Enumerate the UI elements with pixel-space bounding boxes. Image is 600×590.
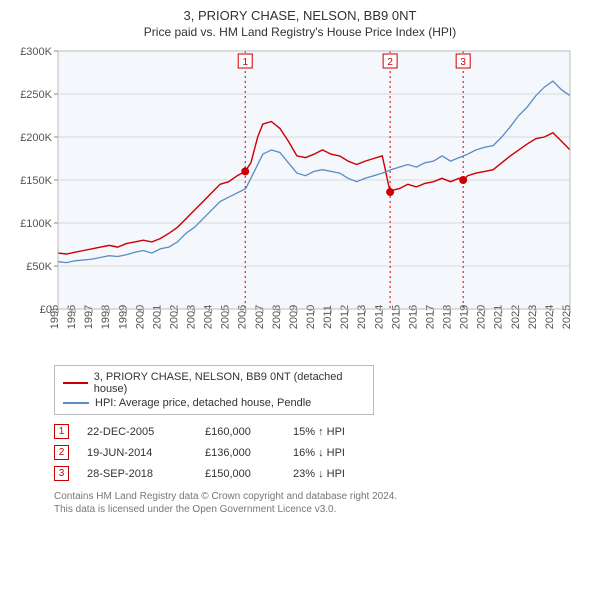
event-hpi: 15% ↑ HPI xyxy=(293,426,373,438)
event-date: 19-JUN-2014 xyxy=(87,447,187,459)
event-badge: 2 xyxy=(54,445,69,460)
svg-text:2022: 2022 xyxy=(510,305,522,329)
footer-line2: This data is licensed under the Open Gov… xyxy=(54,503,586,516)
svg-text:2007: 2007 xyxy=(254,305,266,329)
svg-text:2017: 2017 xyxy=(424,305,436,329)
svg-text:£250K: £250K xyxy=(20,89,52,101)
event-date: 22-DEC-2005 xyxy=(87,426,187,438)
svg-text:2006: 2006 xyxy=(237,305,249,329)
event-row: 2 19-JUN-2014 £136,000 16% ↓ HPI xyxy=(54,442,586,463)
svg-text:1996: 1996 xyxy=(66,305,78,329)
footer-line1: Contains HM Land Registry data © Crown c… xyxy=(54,490,586,503)
svg-text:£200K: £200K xyxy=(20,132,52,144)
legend: 3, PRIORY CHASE, NELSON, BB9 0NT (detach… xyxy=(54,365,374,415)
event-date: 28-SEP-2018 xyxy=(87,468,187,480)
svg-text:£50K: £50K xyxy=(26,261,52,273)
svg-text:2004: 2004 xyxy=(203,305,215,329)
svg-text:£100K: £100K xyxy=(20,218,52,230)
svg-text:2000: 2000 xyxy=(134,305,146,329)
chart-area: £0£50K£100K£150K£200K£250K£300K199519961… xyxy=(14,47,586,357)
svg-text:1997: 1997 xyxy=(83,305,95,329)
event-price: £150,000 xyxy=(205,468,275,480)
chart-subtitle: Price paid vs. HM Land Registry's House … xyxy=(14,25,586,39)
svg-text:2023: 2023 xyxy=(527,305,539,329)
event-badge: 3 xyxy=(54,466,69,481)
event-row: 1 22-DEC-2005 £160,000 15% ↑ HPI xyxy=(54,421,586,442)
legend-item: 3, PRIORY CHASE, NELSON, BB9 0NT (detach… xyxy=(63,370,365,396)
legend-swatch xyxy=(63,402,89,404)
svg-text:2024: 2024 xyxy=(544,305,556,329)
event-hpi: 16% ↓ HPI xyxy=(293,447,373,459)
svg-text:2019: 2019 xyxy=(459,305,471,329)
svg-text:2020: 2020 xyxy=(476,305,488,329)
event-badge: 1 xyxy=(54,424,69,439)
line-chart: £0£50K£100K£150K£200K£250K£300K199519961… xyxy=(14,47,574,357)
svg-text:2025: 2025 xyxy=(561,305,573,329)
svg-text:2: 2 xyxy=(387,57,393,68)
svg-text:1998: 1998 xyxy=(100,305,112,329)
svg-text:2010: 2010 xyxy=(305,305,317,329)
svg-text:1995: 1995 xyxy=(49,305,61,329)
svg-text:2016: 2016 xyxy=(407,305,419,329)
svg-text:2003: 2003 xyxy=(186,305,198,329)
legend-item: HPI: Average price, detached house, Pend… xyxy=(63,396,365,410)
legend-label: HPI: Average price, detached house, Pend… xyxy=(95,397,311,409)
svg-text:2012: 2012 xyxy=(339,305,351,329)
footer-attribution: Contains HM Land Registry data © Crown c… xyxy=(54,490,586,516)
chart-title: 3, PRIORY CHASE, NELSON, BB9 0NT xyxy=(14,8,586,23)
svg-text:3: 3 xyxy=(460,57,466,68)
svg-text:£300K: £300K xyxy=(20,47,52,58)
svg-text:2018: 2018 xyxy=(442,305,454,329)
svg-text:2008: 2008 xyxy=(271,305,283,329)
event-row: 3 28-SEP-2018 £150,000 23% ↓ HPI xyxy=(54,463,586,484)
svg-text:2015: 2015 xyxy=(390,305,402,329)
svg-text:1: 1 xyxy=(242,57,248,68)
svg-text:1999: 1999 xyxy=(117,305,129,329)
svg-text:2013: 2013 xyxy=(356,305,368,329)
svg-text:2005: 2005 xyxy=(220,305,232,329)
event-price: £136,000 xyxy=(205,447,275,459)
events-table: 1 22-DEC-2005 £160,000 15% ↑ HPI 2 19-JUN-201… xyxy=(54,421,586,484)
svg-text:2021: 2021 xyxy=(493,305,505,329)
svg-text:2002: 2002 xyxy=(168,305,180,329)
legend-label: 3, PRIORY CHASE, NELSON, BB9 0NT (detach… xyxy=(94,371,365,395)
svg-text:2001: 2001 xyxy=(151,305,163,329)
legend-swatch xyxy=(63,382,88,384)
event-hpi: 23% ↓ HPI xyxy=(293,468,373,480)
svg-text:2009: 2009 xyxy=(288,305,300,329)
event-price: £160,000 xyxy=(205,426,275,438)
svg-text:£150K: £150K xyxy=(20,175,52,187)
svg-text:2014: 2014 xyxy=(373,305,385,329)
